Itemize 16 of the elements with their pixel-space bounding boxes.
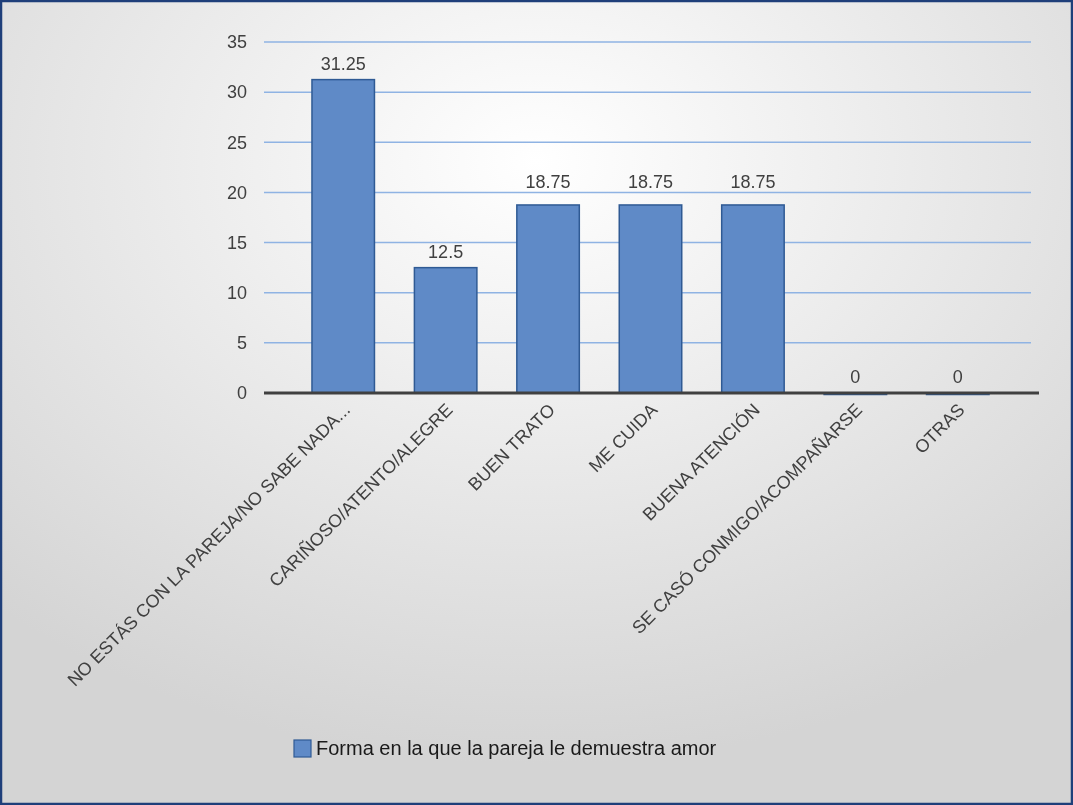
- data-label: 18.75: [627, 172, 674, 193]
- y-tick-label: 5: [236, 333, 247, 354]
- y-tick-label: 0: [236, 383, 247, 404]
- y-tick-label: 25: [226, 132, 247, 153]
- data-label: 18.75: [525, 172, 571, 193]
- data-label: 31.25: [320, 53, 366, 74]
- data-label: 12.5: [428, 241, 464, 262]
- data-label: 18.75: [730, 172, 776, 193]
- y-tick-label: 35: [226, 32, 247, 53]
- y-tick-label: 20: [226, 182, 247, 203]
- legend-label: Forma en la que la pareja le demuestra amor: [316, 737, 717, 759]
- y-tick-label: 15: [226, 232, 247, 253]
- y-tick-label: 30: [226, 82, 247, 103]
- data-label: 0: [952, 367, 963, 387]
- data-label: 0: [850, 367, 861, 387]
- y-tick-label: 10: [226, 283, 247, 304]
